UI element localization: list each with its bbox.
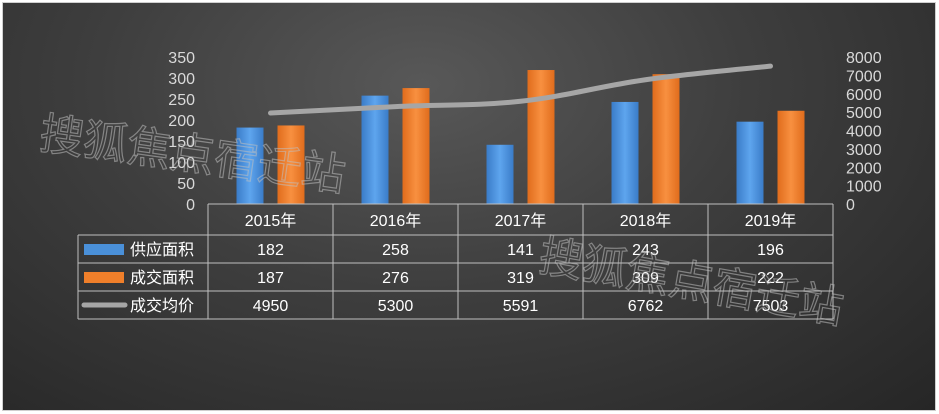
right-tick-label: 5000 <box>846 105 882 122</box>
supply-bar <box>486 144 514 204</box>
data-value: 141 <box>507 242 534 259</box>
data-value: 258 <box>382 242 409 259</box>
category-label: 2016年 <box>370 212 422 230</box>
left-tick-label: 100 <box>168 155 195 172</box>
left-tick-label: 200 <box>168 113 195 130</box>
data-value: 5591 <box>503 298 539 315</box>
series-name: 成交均价 <box>130 297 194 315</box>
left-tick-label: 50 <box>177 176 195 193</box>
right-tick-label: 8000 <box>846 50 882 67</box>
data-value: 5300 <box>378 298 414 315</box>
deal-bar <box>652 74 680 204</box>
deal-bar <box>527 70 555 205</box>
right-tick-label: 1000 <box>846 179 882 196</box>
data-value: 243 <box>632 242 659 259</box>
category-label: 2019年 <box>745 212 797 230</box>
series-name: 供应面积 <box>130 240 194 259</box>
legend-swatch <box>84 244 124 255</box>
data-value: 309 <box>632 270 659 287</box>
data-value: 222 <box>757 270 784 287</box>
right-tick-label: 3000 <box>846 142 882 159</box>
left-tick-label: 150 <box>168 134 195 151</box>
data-value: 187 <box>257 270 284 287</box>
data-value: 196 <box>757 242 784 259</box>
right-tick-label: 6000 <box>846 87 882 104</box>
left-tick-label: 250 <box>168 92 195 109</box>
category-label: 2017年 <box>495 212 547 230</box>
deal-bar <box>277 125 305 204</box>
data-value: 319 <box>507 270 534 287</box>
right-tick-label: 7000 <box>846 68 882 85</box>
left-tick-label: 0 <box>186 197 195 214</box>
bars <box>236 70 805 205</box>
data-value: 182 <box>257 242 284 259</box>
watermark-text: 搜狐焦点宿迁站 <box>535 232 847 334</box>
price-line-layer <box>268 63 773 116</box>
left-tick-label: 300 <box>168 71 195 88</box>
left-tick-label: 350 <box>168 50 195 67</box>
category-label: 2018年 <box>620 212 672 230</box>
right-tick-label: 4000 <box>846 124 882 141</box>
supply-bar <box>361 95 389 204</box>
supply-bar <box>236 127 264 204</box>
supply-bar <box>611 101 639 204</box>
series-name: 成交面积 <box>130 269 194 287</box>
legend-swatch <box>84 272 124 283</box>
right-tick-label: 0 <box>846 197 855 214</box>
data-value: 7503 <box>753 298 789 315</box>
category-label: 2015年 <box>245 212 297 230</box>
data-value: 6762 <box>628 298 664 315</box>
supply-bar <box>736 121 764 204</box>
data-value: 276 <box>382 270 409 287</box>
deal-bar <box>777 110 805 204</box>
price-line <box>268 63 773 116</box>
right-tick-label: 2000 <box>846 160 882 177</box>
data-value: 4950 <box>253 298 289 315</box>
left-axis-ticks: 0 50 100 150 200 250 300 350 <box>168 50 195 214</box>
